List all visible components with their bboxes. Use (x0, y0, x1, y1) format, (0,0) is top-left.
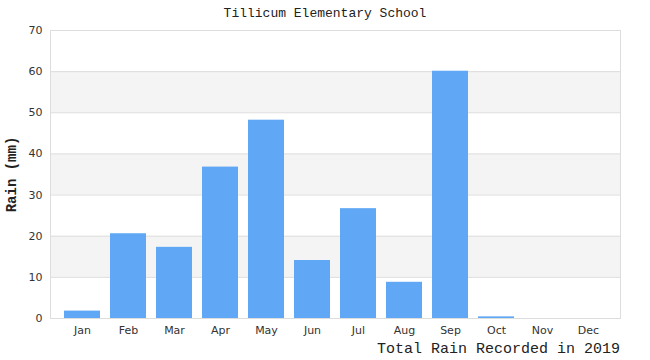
svg-text:Dec: Dec (578, 324, 599, 337)
svg-text:40: 40 (29, 147, 43, 160)
svg-text:Sep: Sep (440, 324, 461, 337)
svg-text:10: 10 (29, 271, 43, 284)
svg-text:Jan: Jan (73, 324, 91, 337)
html-text:Total Rain Recorded in 2019: Total Rain Recorded in 2019 (377, 341, 620, 358)
svg-text:Apr: Apr (211, 324, 231, 337)
svg-text:70: 70 (29, 24, 43, 37)
svg-text:50: 50 (29, 106, 43, 119)
svg-text:30: 30 (29, 189, 43, 202)
svg-text:Aug: Aug (394, 324, 415, 337)
svg-text:Mar: Mar (164, 324, 185, 337)
svg-text:Jul: Jul (351, 324, 365, 337)
svg-text:20: 20 (29, 230, 43, 243)
svg-text:Nov: Nov (532, 324, 554, 337)
html-text:Tillicum Elementary School: Tillicum Elementary School (223, 6, 427, 21)
svg-text:60: 60 (29, 65, 43, 78)
svg-text:Jun: Jun (303, 324, 321, 337)
svg-text:0: 0 (36, 312, 43, 325)
svg-text:Oct: Oct (487, 324, 507, 337)
svg-text:Feb: Feb (119, 324, 138, 337)
svg-text:Rain (mm): Rain (mm) (4, 137, 20, 213)
svg-text:May: May (255, 324, 278, 337)
